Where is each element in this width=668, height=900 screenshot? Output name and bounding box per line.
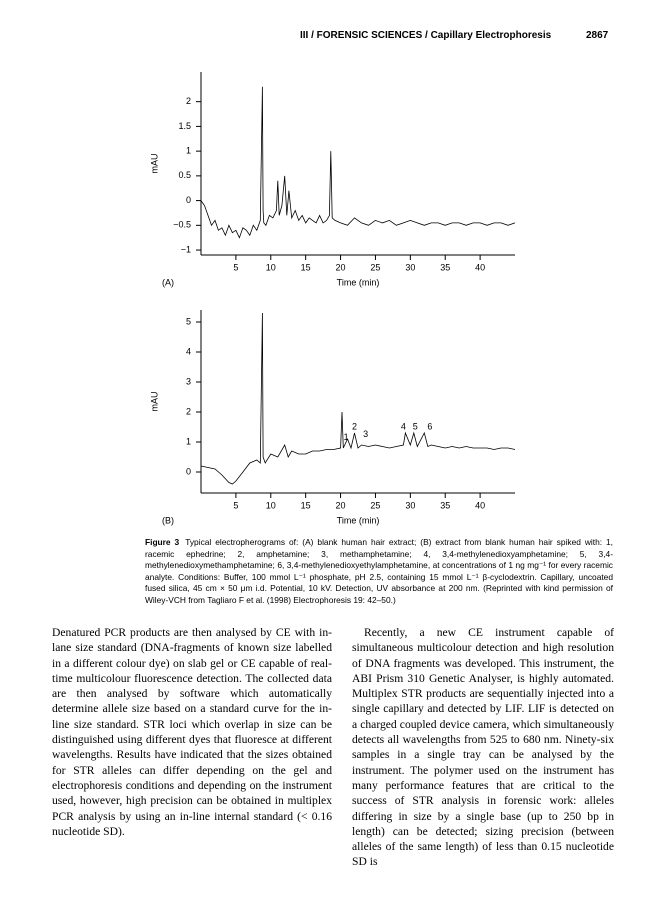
x-tick-label: 30 [405, 500, 415, 510]
x-axis-label: Time (min) [337, 515, 380, 525]
x-tick-label: 10 [266, 262, 276, 272]
y-axis-label: mAU [149, 154, 159, 174]
y-tick-label: 0.5 [178, 170, 191, 180]
x-tick-label: 25 [370, 262, 380, 272]
x-tick-label: 30 [405, 262, 415, 272]
x-tick-label: 5 [233, 500, 238, 510]
x-tick-label: 35 [440, 500, 450, 510]
x-tick-label: 20 [336, 500, 346, 510]
y-tick-label: 2 [186, 406, 191, 416]
peak-label: 1 [344, 432, 349, 442]
peak-label: 3 [363, 429, 368, 439]
y-tick-label: −1 [181, 244, 191, 254]
x-tick-label: 5 [233, 262, 238, 272]
y-tick-label: 1.5 [178, 121, 191, 131]
x-tick-label: 35 [440, 262, 450, 272]
y-tick-label: 3 [186, 376, 191, 386]
y-tick-label: 5 [186, 316, 191, 326]
peak-label: 2 [352, 421, 357, 431]
trace [200, 86, 516, 239]
y-tick-label: 4 [186, 346, 191, 356]
body-right: Recently, a new CE instrument capable of… [352, 626, 614, 869]
x-tick-label: 10 [266, 500, 276, 510]
x-tick-label: 15 [301, 262, 311, 272]
y-axis-label: mAU [149, 392, 159, 412]
peak-label: 5 [413, 421, 418, 431]
y-tick-label: −0.5 [173, 220, 191, 230]
caption: Figure 3 Typical electropherograms of: (A… [145, 537, 613, 607]
figure-label: Figure 3 [145, 537, 180, 547]
panel-label: (B) [162, 515, 174, 525]
peak-label: 4 [401, 421, 406, 431]
x-tick-label: 15 [301, 500, 311, 510]
y-tick-label: 1 [186, 146, 191, 156]
x-axis-label: Time (min) [337, 277, 380, 287]
y-tick-label: 1 [186, 436, 191, 446]
x-tick-label: 40 [475, 500, 485, 510]
trace [200, 312, 516, 485]
y-tick-label: 0 [186, 195, 191, 205]
x-tick-label: 40 [475, 262, 485, 272]
panel-label: (A) [162, 277, 174, 287]
caption-text: Typical electropherograms of: (A) blank … [145, 537, 613, 605]
y-tick-label: 2 [186, 96, 191, 106]
body-left: Denatured PCR products are then analysed… [52, 626, 332, 838]
y-tick-label: 0 [186, 466, 191, 476]
page-number: 2867 [586, 30, 609, 41]
running-title: III / FORENSIC SCIENCES / Capillary Elec… [300, 30, 552, 41]
peak-label: 6 [427, 421, 432, 431]
x-tick-label: 25 [370, 500, 380, 510]
x-tick-label: 20 [336, 262, 346, 272]
